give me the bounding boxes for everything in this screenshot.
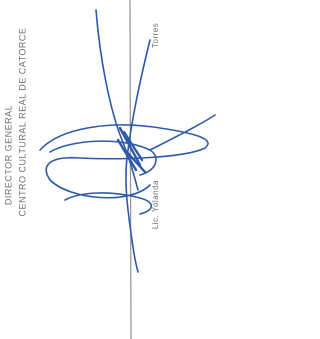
page: DIRECTOR GENERAL CENTRO CULTURAL REAL DE… bbox=[0, 0, 320, 339]
position: DIRECTOR GENERAL bbox=[3, 105, 13, 205]
signature-block: DIRECTOR GENERAL CENTRO CULTURAL REAL DE… bbox=[0, 0, 246, 339]
signatory-first: Lic. Yolanda bbox=[151, 180, 160, 229]
signatory-last: Torres bbox=[151, 23, 160, 48]
organization: CENTRO CULTURAL REAL DE CATORCE bbox=[17, 28, 27, 217]
background bbox=[0, 0, 246, 339]
